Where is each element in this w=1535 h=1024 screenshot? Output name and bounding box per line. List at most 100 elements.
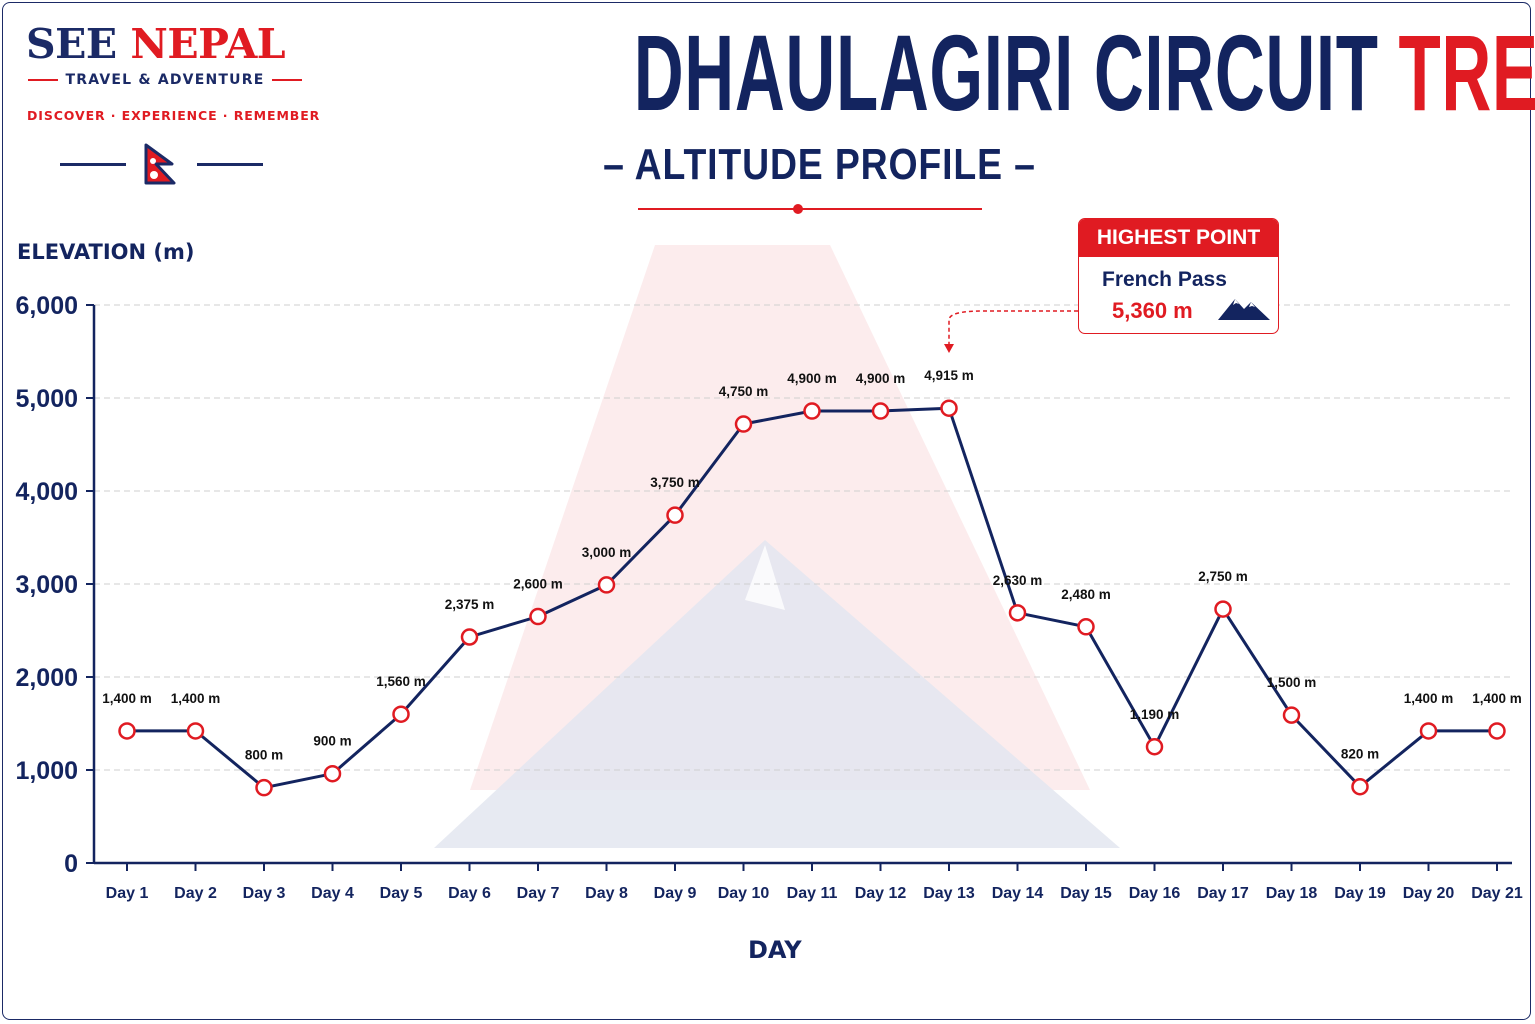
x-tick-label: Day 10: [718, 885, 770, 902]
data-point: [1077, 618, 1095, 636]
data-label: 1,500 m: [1267, 675, 1317, 690]
callout-altitude: 5,360 m: [1112, 298, 1193, 323]
callout-connector: [948, 310, 1078, 345]
x-tick-label: Day 18: [1266, 885, 1318, 902]
data-point: [323, 764, 342, 783]
callout-place: French Pass: [1102, 268, 1227, 291]
data-point: [871, 402, 890, 420]
y-tick-label: 4,000: [15, 478, 78, 506]
data-point: [1282, 706, 1301, 724]
y-axis-title: ELEVATION (m): [17, 240, 195, 264]
divider: [197, 163, 263, 166]
y-tick-label: 6,000: [15, 292, 78, 320]
y-tick-label: 2,000: [15, 664, 78, 692]
data-label: 900 m: [313, 734, 351, 749]
x-tick-label: Day 5: [380, 885, 423, 902]
data-label: 1,400 m: [171, 691, 221, 706]
x-tick-label: Day 14: [992, 885, 1044, 902]
brand-subtitle-row: TRAVEL & ADVENTURE: [28, 72, 302, 88]
x-tick-label: Day 12: [855, 885, 907, 902]
data-point: [255, 778, 273, 797]
data-label: 2,480 m: [1061, 587, 1111, 602]
divider-dot: [793, 204, 803, 214]
x-tick-label: Day 1: [106, 885, 149, 902]
data-label: 1,400 m: [1472, 691, 1522, 706]
title-main: DHAULAGIRI CIRCUIT: [633, 12, 1379, 133]
data-point: [529, 607, 547, 626]
nepal-flag-icon: [144, 143, 176, 185]
highest-point-callout: HIGHEST POINT French Pass 5,360 m: [1078, 218, 1279, 334]
x-tick-label: Day 3: [243, 885, 286, 902]
x-tick-label: Day 6: [448, 885, 491, 902]
y-tick-label: 3,000: [15, 571, 78, 599]
brand-name-part1: SEE: [26, 20, 117, 68]
data-point: [1488, 722, 1506, 740]
mountain-watermark: [434, 245, 1120, 848]
x-tick-label: Day 8: [585, 885, 628, 902]
data-label: 2,375 m: [445, 597, 495, 612]
x-tick-label: Day 13: [923, 885, 975, 902]
data-point: [186, 722, 205, 740]
data-label: 2,750 m: [1198, 569, 1248, 584]
data-label: 2,630 m: [993, 573, 1043, 588]
data-point: [1008, 604, 1027, 622]
x-tick-label: Day 4: [311, 885, 354, 902]
data-point: [803, 402, 821, 420]
data-point: [1351, 777, 1369, 796]
data-point: [734, 415, 753, 433]
data-label: 1,560 m: [376, 674, 426, 689]
data-point: [597, 576, 616, 594]
data-point: [1214, 600, 1232, 618]
data-label: 1,400 m: [1404, 691, 1454, 706]
x-tick-label: Day 17: [1197, 885, 1249, 902]
divider: [272, 79, 302, 81]
divider: [28, 79, 58, 81]
divider: [638, 208, 982, 210]
subtitle-text: – ALTITUDE PROFILE –: [603, 140, 1036, 189]
data-label: 3,750 m: [650, 475, 700, 490]
data-label: 4,900 m: [856, 371, 906, 386]
brand-subtitle: TRAVEL & ADVENTURE: [65, 72, 265, 88]
data-point: [392, 705, 410, 723]
x-tick-label: Day 7: [517, 885, 560, 902]
data-label: 2,600 m: [513, 577, 563, 592]
x-tick-label: Day 2: [174, 885, 217, 902]
data-label: 820 m: [1341, 747, 1379, 762]
data-point: [460, 628, 479, 646]
brand-logo: SEE NEPAL: [26, 20, 286, 68]
y-tick-label: 1,000: [15, 757, 78, 785]
callout-arrow: [944, 344, 954, 353]
x-tick-label: Day 21: [1471, 885, 1523, 902]
x-tick-label: Day 15: [1060, 885, 1112, 902]
x-tick-label: Day 20: [1403, 885, 1455, 902]
x-tick-label: Day 11: [787, 885, 838, 902]
data-label: 4,915 m: [924, 368, 974, 383]
page-title: DHAULAGIRI CIRCUIT TREK: [365, 14, 1535, 134]
data-label: 1,190 m: [1130, 707, 1180, 722]
data-point: [1419, 722, 1438, 740]
data-point: [940, 399, 958, 417]
data-point: [1145, 738, 1164, 756]
page-subtitle: – ALTITUDE PROFILE –: [565, 140, 1040, 190]
mountain-icon: [1218, 299, 1270, 320]
data-point: [118, 722, 136, 740]
x-tick-label: Day 19: [1334, 885, 1386, 902]
data-label: 4,750 m: [719, 384, 769, 399]
x-tick-label: Day 16: [1129, 885, 1181, 902]
brand-tagline: DISCOVER · EXPERIENCE · REMEMBER: [27, 108, 321, 123]
brand-name-part2: NEPAL: [130, 20, 286, 68]
callout-heading: HIGHEST POINT: [1079, 219, 1278, 257]
data-point: [666, 506, 684, 524]
y-tick-label: 5,000: [15, 385, 78, 413]
y-tick-label: 0: [64, 850, 78, 878]
x-axis-title: DAY: [748, 936, 802, 964]
data-label: 4,900 m: [787, 371, 837, 386]
x-tick-label: Day 9: [654, 885, 697, 902]
divider: [60, 163, 126, 166]
data-label: 800 m: [245, 748, 283, 763]
data-label: 3,000 m: [582, 545, 632, 560]
title-accent: TREK: [1398, 12, 1535, 133]
data-label: 1,400 m: [102, 691, 152, 706]
